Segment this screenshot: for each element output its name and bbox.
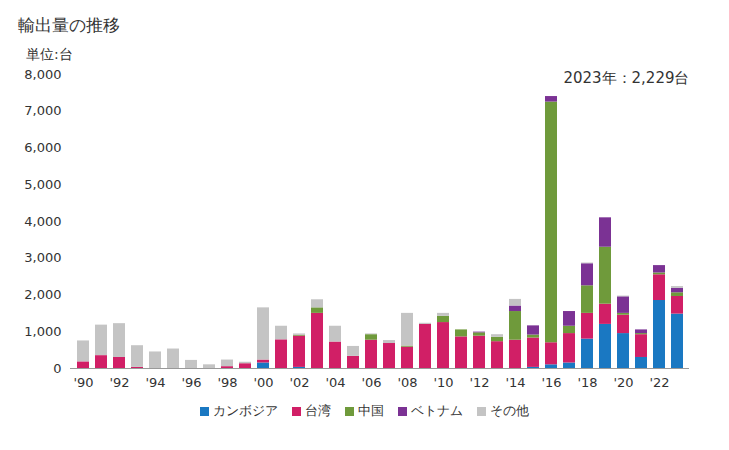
svg-text:2,000: 2,000 [24,287,61,302]
svg-text:0: 0 [53,361,61,376]
svg-text:'92: '92 [109,375,129,390]
svg-text:'18: '18 [577,375,597,390]
svg-text:'12: '12 [469,375,489,390]
svg-text:'14: '14 [505,375,525,390]
svg-text:'20: '20 [613,375,633,390]
html-text:輸出量の推移: 輸出量の推移 [18,15,120,35]
svg-text:3,000: 3,000 [24,250,61,265]
svg-text:'06: '06 [361,375,381,390]
svg-text:7,000: 7,000 [24,103,61,118]
svg-text:4,000: 4,000 [24,214,61,229]
svg-text:8,000: 8,000 [24,68,61,82]
svg-text:'10: '10 [433,375,453,390]
svg-text:6,000: 6,000 [24,140,61,155]
html-text:その他: その他 [490,403,529,418]
svg-text:'02: '02 [289,375,309,390]
svg-text:'16: '16 [541,375,561,390]
svg-text:'96: '96 [181,375,201,390]
html-text:台湾: 台湾 [305,403,331,418]
svg-text:'98: '98 [217,375,237,390]
html-text:カンボジア: カンボジア [213,403,278,418]
html-text:単位:台: 単位:台 [26,46,73,62]
svg-text:'04: '04 [325,375,345,390]
svg-text:'94: '94 [145,375,165,390]
svg-text:5,000: 5,000 [24,177,61,192]
svg-text:1,000: 1,000 [24,324,61,339]
html-text:ベトナム: ベトナム [411,403,463,418]
svg-text:2023年：2,229台: 2023年：2,229台 [563,69,689,87]
html-text:中国: 中国 [358,403,384,418]
svg-text:'90: '90 [73,375,93,390]
svg-text:'08: '08 [397,375,417,390]
svg-text:'22: '22 [649,375,669,390]
svg-text:'00: '00 [253,375,273,390]
